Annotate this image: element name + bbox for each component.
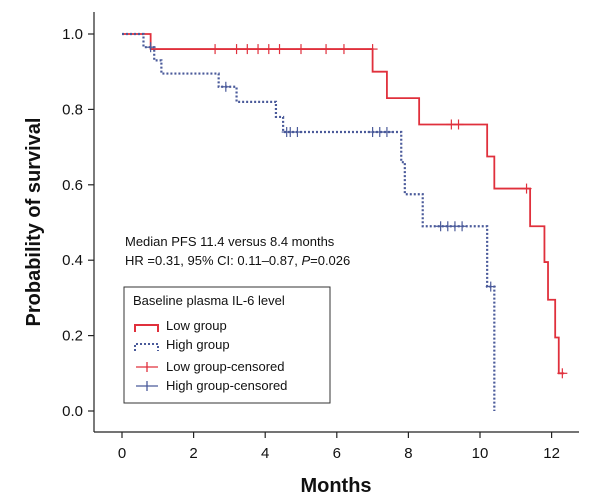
y-tick-label: 0.0 [62, 403, 83, 420]
p-value: =0.026 [310, 253, 350, 268]
x-axis-ticks: 0 2 4 6 8 10 12 [118, 432, 560, 462]
low-group-censor-mark [453, 119, 464, 130]
low-group-censor-mark [242, 44, 253, 55]
legend-title: Baseline plasma IL-6 level [133, 293, 285, 308]
p-label: P [301, 253, 310, 268]
x-tick-label: 8 [404, 445, 412, 462]
y-tick-label: 0.6 [62, 177, 83, 194]
y-axis-title: Probability of survival [23, 118, 45, 327]
y-tick-label: 0.4 [62, 252, 83, 269]
high-group-censor-mark [485, 281, 496, 292]
legend-swatch-high-censored [136, 381, 158, 391]
low-group-curve [122, 33, 565, 375]
high-group-censor-mark [292, 127, 303, 138]
hr-annotation: HR =0.31, 95% CI: 0.11–0.87, P=0.026 [125, 253, 350, 268]
low-group-censor-mark [338, 44, 349, 55]
low-group-censor-mark [367, 44, 378, 55]
low-group-censor-mark [521, 183, 532, 194]
high-group-curve [122, 32, 496, 411]
x-tick-label: 0 [118, 445, 126, 462]
x-tick-label: 10 [472, 445, 489, 462]
low-group-censor-mark [263, 44, 274, 55]
legend-box [123, 286, 331, 404]
high-group-censor-mark [381, 127, 392, 138]
low-group-censor-mark [231, 44, 242, 55]
legend-label-high-censored: High group-censored [166, 378, 287, 393]
low-group-censor-mark [321, 44, 332, 55]
legend-label-low-group: Low group [166, 318, 227, 333]
median-pfs-annotation: Median PFS 11.4 versus 8.4 months [125, 234, 335, 249]
y-axis-ticks: 0.0 0.2 0.4 0.6 0.8 1.0 [62, 26, 94, 420]
high-group-censor-mark [145, 42, 156, 53]
high-group-censor-mark [457, 221, 468, 232]
legend-swatch-low-censored [136, 362, 158, 372]
y-tick-label: 1.0 [62, 26, 83, 43]
legend-label-low-censored: Low group-censored [166, 359, 285, 374]
low-group-censor-mark [296, 44, 306, 55]
legend-swatch-high-group [134, 343, 159, 351]
low-group-censor-mark [210, 44, 221, 55]
low-group-censor-mark [253, 44, 264, 55]
legend-label-high-group: High group [166, 337, 230, 352]
x-tick-label: 2 [189, 445, 197, 462]
x-tick-label: 4 [261, 445, 269, 462]
legend-swatch-low-group [134, 324, 159, 332]
censor-marks [145, 42, 568, 379]
y-tick-label: 0.8 [62, 101, 83, 118]
x-axis-title: Months [300, 475, 371, 497]
low-group-censor-mark [274, 44, 285, 55]
x-tick-label: 12 [543, 445, 560, 462]
y-tick-label: 0.2 [62, 328, 83, 345]
high-group-censor-mark [220, 81, 231, 92]
survival-curves [122, 32, 565, 411]
x-tick-label: 6 [333, 445, 341, 462]
legend: Baseline plasma IL-6 level Low group Hig… [123, 286, 331, 404]
low-group-censor-mark [557, 368, 568, 379]
hr-text: HR =0.31, 95% CI: 0.11–0.87, [125, 253, 301, 268]
